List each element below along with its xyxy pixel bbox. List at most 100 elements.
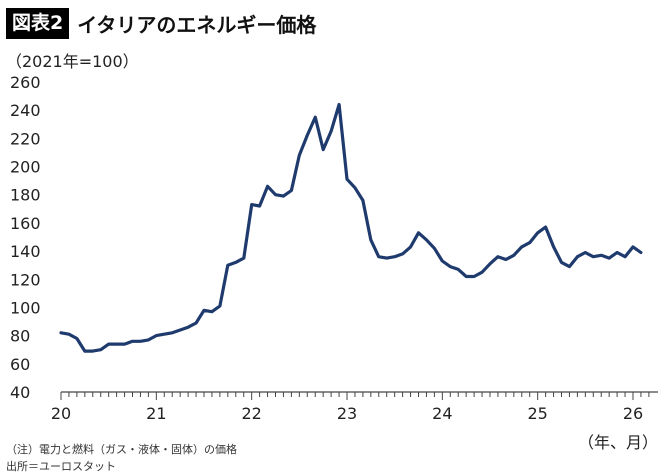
data-point	[115, 343, 117, 345]
data-point	[537, 232, 539, 234]
data-point	[131, 340, 133, 342]
series-line	[59, 102, 643, 353]
data-point	[505, 258, 507, 260]
chart-title: イタリアのエネルギー価格	[77, 12, 317, 37]
data-point	[298, 154, 300, 156]
data-point	[155, 334, 157, 336]
y-tick-label: 80	[10, 327, 30, 346]
figure-label: 図表2	[6, 7, 70, 39]
data-point	[521, 246, 523, 248]
data-point	[195, 322, 197, 324]
data-point	[354, 187, 356, 189]
data-point	[306, 134, 308, 136]
data-point	[560, 261, 562, 263]
data-point	[290, 189, 292, 191]
data-point	[425, 239, 427, 241]
x-axis: 20 21 22 23 24 25 26	[51, 391, 658, 423]
data-point	[282, 195, 284, 197]
data-point	[187, 326, 189, 328]
y-tick-label: 40	[10, 383, 30, 402]
data-point	[251, 203, 253, 205]
x-tick-label: 20	[51, 404, 71, 423]
data-point	[235, 261, 237, 263]
x-tick-label: 26	[623, 404, 643, 423]
data-point	[338, 103, 340, 105]
data-point	[219, 305, 221, 307]
y-tick-label: 120	[10, 270, 41, 289]
y-tick-label: 60	[10, 355, 30, 374]
data-point	[640, 251, 642, 253]
x-axis-unit-label: （年、月）	[577, 433, 658, 452]
data-point	[258, 205, 260, 207]
data-point	[409, 246, 411, 248]
data-point	[489, 263, 491, 265]
y-tick-label: 220	[10, 129, 41, 148]
y-axis-unit-label: （2021年=100）	[6, 52, 139, 71]
data-point	[330, 130, 332, 132]
data-point	[457, 268, 459, 270]
data-point	[632, 246, 634, 248]
data-point	[600, 254, 602, 256]
data-point	[473, 275, 475, 277]
y-tick-label: 200	[10, 158, 41, 177]
data-point	[227, 264, 229, 266]
y-tick-label: 180	[10, 186, 41, 205]
data-point	[449, 265, 451, 267]
data-point	[274, 194, 276, 196]
x-tick-label: 24	[432, 404, 452, 423]
data-point	[576, 256, 578, 258]
y-tick-label: 160	[10, 214, 41, 233]
data-point	[346, 178, 348, 180]
data-point	[378, 256, 380, 258]
data-point	[433, 247, 435, 249]
data-point	[401, 253, 403, 255]
chart-source: 出所＝ユーロスタット	[6, 460, 116, 473]
data-point	[171, 332, 173, 334]
data-point	[513, 254, 515, 256]
y-tick-label: 260	[10, 73, 41, 92]
series-layer	[59, 102, 643, 353]
data-point	[481, 271, 483, 273]
data-point	[108, 343, 110, 345]
data-point	[552, 246, 554, 248]
x-tick-label: 22	[241, 404, 261, 423]
x-tick-label: 25	[527, 404, 547, 423]
data-point	[616, 251, 618, 253]
y-tick-label: 140	[10, 242, 41, 261]
data-point	[608, 257, 610, 259]
chart-note: （注）電力と燃料（ガス・液体・固体）の価格	[6, 443, 237, 456]
y-tick-label: 100	[10, 298, 41, 317]
data-point	[68, 333, 70, 335]
data-point	[76, 337, 78, 339]
data-point	[139, 340, 141, 342]
data-point	[322, 148, 324, 150]
data-point	[203, 309, 205, 311]
data-point	[92, 350, 94, 352]
data-point	[529, 241, 531, 243]
data-point	[370, 239, 372, 241]
data-point	[266, 185, 268, 187]
data-point	[314, 116, 316, 118]
data-point	[592, 256, 594, 258]
data-point	[84, 350, 86, 352]
data-point	[441, 260, 443, 262]
x-tick-label: 23	[337, 404, 357, 423]
data-point	[386, 257, 388, 259]
data-point	[394, 256, 396, 258]
data-point	[147, 339, 149, 341]
y-tick-labels: 260 240 220 200 180 160 140 120 100 80 60 40	[10, 73, 41, 402]
data-point	[243, 257, 245, 259]
data-point	[179, 329, 181, 331]
figure-header: 図表2 イタリアのエネルギー価格	[6, 6, 316, 40]
y-tick-label: 240	[10, 101, 41, 120]
data-point	[211, 311, 213, 313]
data-point	[465, 275, 467, 277]
data-point	[544, 226, 546, 228]
data-point	[100, 349, 102, 351]
data-point	[362, 199, 364, 201]
data-point	[60, 332, 62, 334]
data-point	[417, 232, 419, 234]
data-point	[497, 256, 499, 258]
data-point	[163, 333, 165, 335]
